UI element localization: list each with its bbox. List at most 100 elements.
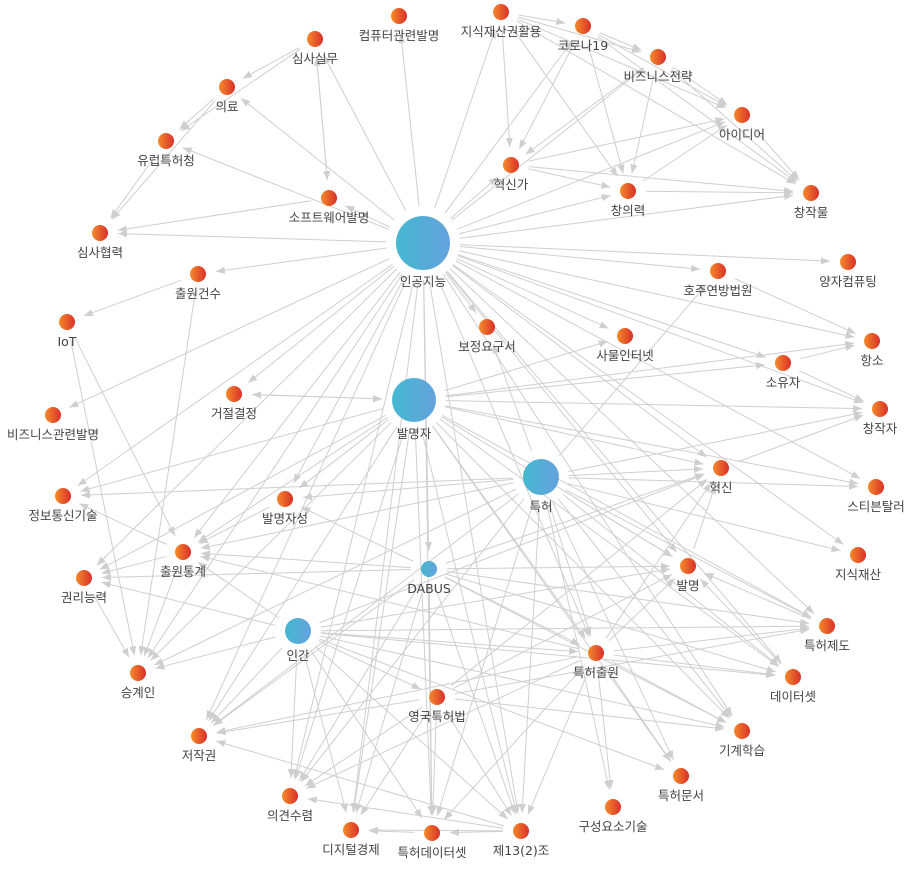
node-dot[interactable] [523, 459, 559, 495]
node-dot[interactable] [421, 561, 437, 577]
node-dot[interactable] [503, 157, 519, 173]
node-innovator[interactable]: 혁신가 [494, 157, 529, 192]
node-dot[interactable] [191, 728, 207, 744]
node-dot[interactable] [734, 107, 750, 123]
node-dot[interactable] [190, 266, 206, 282]
node-patsys[interactable]: 특허제도 [804, 618, 850, 653]
node-iot[interactable]: IoT [58, 314, 77, 349]
node-patdoc[interactable]: 특허문서 [658, 768, 704, 803]
node-ipuse[interactable]: 지식재산권활용 [461, 4, 542, 39]
node-dot[interactable] [55, 488, 71, 504]
node-dot[interactable] [617, 328, 633, 344]
node-creativity[interactable]: 창의력 [611, 183, 646, 218]
node-dot[interactable] [307, 31, 323, 47]
node-patdata[interactable]: 특허데이터셋 [397, 825, 467, 860]
node-work[interactable]: 창작물 [794, 185, 829, 220]
node-dot[interactable] [219, 79, 235, 95]
node-dot[interactable] [45, 407, 61, 423]
node-capacity[interactable]: 권리능력 [61, 570, 107, 605]
node-dot[interactable] [710, 263, 726, 279]
node-innov[interactable]: 혁신 [709, 460, 733, 495]
node-med[interactable]: 의료 [215, 79, 239, 114]
node-appcnt[interactable]: 출원건수 [175, 266, 221, 301]
node-dot[interactable] [803, 185, 819, 201]
node-dot[interactable] [864, 333, 880, 349]
node-thaler[interactable]: 스티븐탈러 [847, 479, 905, 514]
node-inv[interactable]: 발명자 [392, 378, 436, 441]
node-dot[interactable] [734, 723, 750, 739]
node-pat[interactable]: 특허 [523, 459, 559, 514]
node-coop[interactable]: 심사협력 [77, 225, 123, 260]
node-dot[interactable] [76, 570, 92, 586]
node-dot[interactable] [493, 4, 509, 20]
node-reject[interactable]: 거절결정 [211, 386, 257, 421]
node-dot[interactable] [872, 401, 888, 417]
node-digecon[interactable]: 디지털경제 [322, 822, 380, 857]
node-invention[interactable]: 발명 [676, 558, 700, 593]
node-amend[interactable]: 보정요구서 [458, 319, 516, 354]
node-consult[interactable]: 의견수렴 [267, 788, 313, 823]
node-creator[interactable]: 창작자 [863, 401, 898, 436]
node-dabus[interactable]: DABUS [407, 561, 451, 596]
node-dot[interactable] [130, 665, 146, 681]
node-epo[interactable]: 유럽특허청 [137, 133, 195, 168]
node-aufc[interactable]: 호주연방법원 [683, 263, 753, 298]
node-ai[interactable]: 인공지능 [396, 216, 450, 289]
node-hum[interactable]: 인간 [285, 618, 311, 663]
node-inventorship[interactable]: 발명자성 [262, 491, 308, 526]
node-dot[interactable] [673, 768, 689, 784]
node-dot[interactable] [575, 18, 591, 34]
node-dot[interactable] [391, 8, 407, 24]
node-dot[interactable] [392, 378, 436, 422]
node-bizinv[interactable]: 비즈니스관련발명 [7, 407, 99, 442]
node-dot[interactable] [277, 491, 293, 507]
node-dot[interactable] [850, 547, 866, 563]
node-appstat[interactable]: 출원통계 [160, 544, 206, 579]
node-sw[interactable]: 소프트웨어발명 [289, 190, 370, 225]
node-dot[interactable] [226, 386, 242, 402]
node-dot[interactable] [868, 479, 884, 495]
node-owner[interactable]: 소유자 [766, 355, 801, 390]
node-successor[interactable]: 승계인 [121, 665, 156, 700]
node-bizstr[interactable]: 비즈니스전략 [623, 49, 693, 84]
node-copyright[interactable]: 저작권 [182, 728, 217, 763]
node-comptech[interactable]: 구성요소기술 [578, 799, 648, 834]
node-dot[interactable] [59, 314, 75, 330]
node-dot[interactable] [158, 133, 174, 149]
node-dot[interactable] [713, 460, 729, 476]
node-patapp[interactable]: 특허출원 [573, 645, 619, 680]
node-dot[interactable] [513, 823, 529, 839]
node-dot[interactable] [785, 669, 801, 685]
node-ip[interactable]: 지식재산 [835, 547, 882, 582]
node-covid[interactable]: 코로나19 [558, 18, 608, 53]
node-dot[interactable] [424, 825, 440, 841]
node-dot[interactable] [343, 822, 359, 838]
node-quantum[interactable]: 양자컴퓨팅 [819, 254, 877, 289]
node-dataset[interactable]: 데이터셋 [770, 669, 816, 704]
node-dot[interactable] [840, 254, 856, 270]
node-dot[interactable] [285, 618, 311, 644]
node-appeal[interactable]: 항소 [860, 333, 884, 368]
node-dot[interactable] [588, 645, 604, 661]
node-dot[interactable] [479, 319, 495, 335]
node-idea[interactable]: 아이디어 [719, 107, 765, 142]
node-dot[interactable] [321, 190, 337, 206]
node-exam[interactable]: 심사실무 [292, 31, 338, 66]
node-dot[interactable] [92, 225, 108, 241]
node-ict[interactable]: 정보통신기술 [28, 488, 98, 523]
node-comp[interactable]: 컴퓨터관련발명 [359, 8, 440, 43]
node-ukpa[interactable]: 영국특허법 [408, 689, 466, 724]
node-dot[interactable] [620, 183, 636, 199]
node-s132[interactable]: 제13(2)조 [493, 823, 550, 858]
node-dot[interactable] [819, 618, 835, 634]
node-dot[interactable] [282, 788, 298, 804]
node-ml[interactable]: 기계학습 [719, 723, 765, 758]
node-dot[interactable] [396, 216, 450, 270]
node-iotk[interactable]: 사물인터넷 [596, 328, 654, 363]
node-dot[interactable] [650, 49, 666, 65]
node-dot[interactable] [680, 558, 696, 574]
node-dot[interactable] [775, 355, 791, 371]
node-dot[interactable] [605, 799, 621, 815]
node-dot[interactable] [429, 689, 445, 705]
node-dot[interactable] [175, 544, 191, 560]
